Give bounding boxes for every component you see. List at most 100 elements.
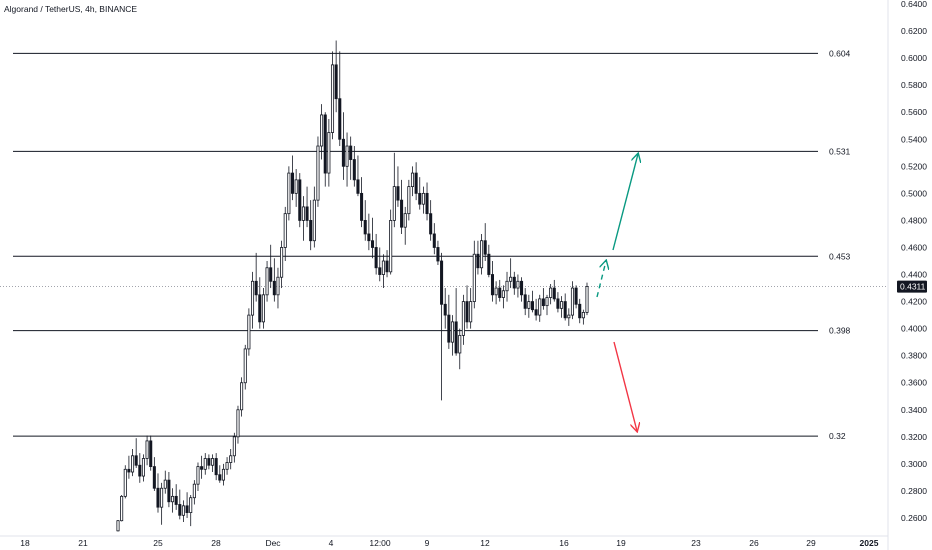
- candle-body[interactable]: [250, 280, 255, 316]
- candle-body[interactable]: [512, 276, 516, 289]
- candle-body[interactable]: [483, 240, 487, 255]
- candle-body[interactable]: [490, 274, 494, 296]
- candle-body[interactable]: [298, 179, 302, 221]
- candle-body[interactable]: [414, 172, 418, 194]
- candle-body[interactable]: [345, 145, 349, 167]
- candle-body[interactable]: [443, 303, 447, 316]
- candle-body[interactable]: [538, 298, 542, 316]
- candle-body[interactable]: [240, 382, 244, 411]
- candle-body[interactable]: [509, 276, 513, 282]
- candle-body[interactable]: [163, 479, 167, 489]
- candle-body[interactable]: [349, 145, 353, 160]
- candle-body[interactable]: [585, 286, 589, 313]
- candle-body[interactable]: [160, 487, 164, 508]
- candle-body[interactable]: [338, 98, 342, 140]
- candle-body[interactable]: [211, 458, 215, 466]
- candle-body[interactable]: [567, 314, 571, 319]
- candle-body[interactable]: [167, 479, 171, 503]
- candle-body[interactable]: [218, 474, 222, 481]
- candle-body[interactable]: [294, 179, 298, 194]
- candle-body[interactable]: [261, 294, 265, 323]
- candle-body[interactable]: [469, 301, 473, 323]
- candle-body[interactable]: [254, 280, 258, 296]
- candle-body[interactable]: [120, 495, 124, 522]
- candle-body[interactable]: [196, 466, 200, 485]
- candle-body[interactable]: [476, 253, 480, 269]
- candle-body[interactable]: [530, 301, 534, 311]
- candle-body[interactable]: [560, 301, 564, 309]
- candle-body[interactable]: [272, 280, 276, 296]
- candle-body[interactable]: [145, 440, 149, 459]
- candle-body[interactable]: [258, 294, 262, 323]
- candle-body[interactable]: [131, 455, 135, 473]
- candle-body[interactable]: [356, 179, 360, 194]
- candle-body[interactable]: [418, 192, 422, 205]
- candle-body[interactable]: [363, 220, 367, 235]
- bullish-arrow[interactable]: [612, 154, 638, 251]
- candle-body[interactable]: [352, 159, 356, 181]
- candle-body[interactable]: [392, 186, 396, 221]
- candle-body[interactable]: [181, 505, 185, 516]
- candle-body[interactable]: [563, 301, 567, 319]
- candle-body[interactable]: [341, 138, 345, 167]
- candle-body[interactable]: [578, 303, 582, 319]
- candle-body[interactable]: [403, 213, 407, 228]
- candle-body[interactable]: [440, 260, 444, 305]
- candle-body[interactable]: [127, 468, 131, 473]
- candle-body[interactable]: [556, 298, 560, 309]
- candle-body[interactable]: [527, 301, 531, 309]
- candle-body[interactable]: [465, 301, 469, 323]
- bearish-arrow[interactable]: [613, 341, 637, 431]
- candle-body[interactable]: [432, 233, 436, 248]
- candle-body[interactable]: [421, 192, 425, 205]
- candle-body[interactable]: [178, 504, 182, 516]
- candle-body[interactable]: [480, 240, 484, 269]
- candle-body[interactable]: [360, 192, 364, 221]
- candle-body[interactable]: [574, 287, 578, 305]
- candle-body[interactable]: [214, 458, 218, 476]
- candle-body[interactable]: [407, 186, 411, 215]
- candle-body[interactable]: [320, 114, 324, 147]
- candle-body[interactable]: [400, 199, 404, 228]
- candle-body[interactable]: [207, 458, 211, 466]
- candle-body[interactable]: [429, 213, 433, 235]
- candle-body[interactable]: [330, 64, 335, 133]
- candle-body[interactable]: [396, 186, 400, 201]
- candle-body[interactable]: [454, 321, 458, 354]
- candle-body[interactable]: [316, 145, 320, 201]
- candle-body[interactable]: [149, 440, 153, 467]
- candle-body[interactable]: [269, 267, 273, 282]
- candle-body[interactable]: [123, 468, 127, 497]
- candle-body[interactable]: [301, 206, 305, 221]
- candle-body[interactable]: [243, 348, 247, 384]
- candle-body[interactable]: [381, 260, 385, 275]
- candle-body[interactable]: [367, 233, 371, 242]
- candle-body[interactable]: [505, 280, 509, 292]
- candle-body[interactable]: [327, 132, 331, 174]
- candle-body[interactable]: [374, 247, 378, 269]
- candle-body[interactable]: [541, 298, 545, 307]
- candle-body[interactable]: [458, 334, 462, 354]
- candle-body[interactable]: [581, 311, 585, 319]
- candle-body[interactable]: [171, 495, 175, 503]
- candle-body[interactable]: [229, 455, 233, 463]
- candle-body[interactable]: [134, 455, 138, 466]
- candle-body[interactable]: [472, 253, 476, 302]
- candle-body[interactable]: [334, 64, 338, 100]
- candle-body[interactable]: [305, 206, 309, 221]
- candle-body[interactable]: [152, 466, 156, 489]
- candle-body[interactable]: [247, 314, 251, 350]
- candle-body[interactable]: [552, 287, 556, 300]
- candle-body[interactable]: [410, 172, 415, 188]
- candle-body[interactable]: [549, 287, 553, 298]
- candle-body[interactable]: [447, 314, 451, 343]
- candle-body[interactable]: [385, 260, 389, 273]
- candle-body[interactable]: [378, 267, 382, 275]
- candle-body[interactable]: [189, 497, 193, 513]
- candle-body[interactable]: [280, 247, 284, 278]
- candle-body[interactable]: [450, 321, 455, 343]
- candle-body[interactable]: [425, 192, 429, 215]
- candle-body[interactable]: [461, 301, 465, 336]
- candle-body[interactable]: [487, 253, 491, 275]
